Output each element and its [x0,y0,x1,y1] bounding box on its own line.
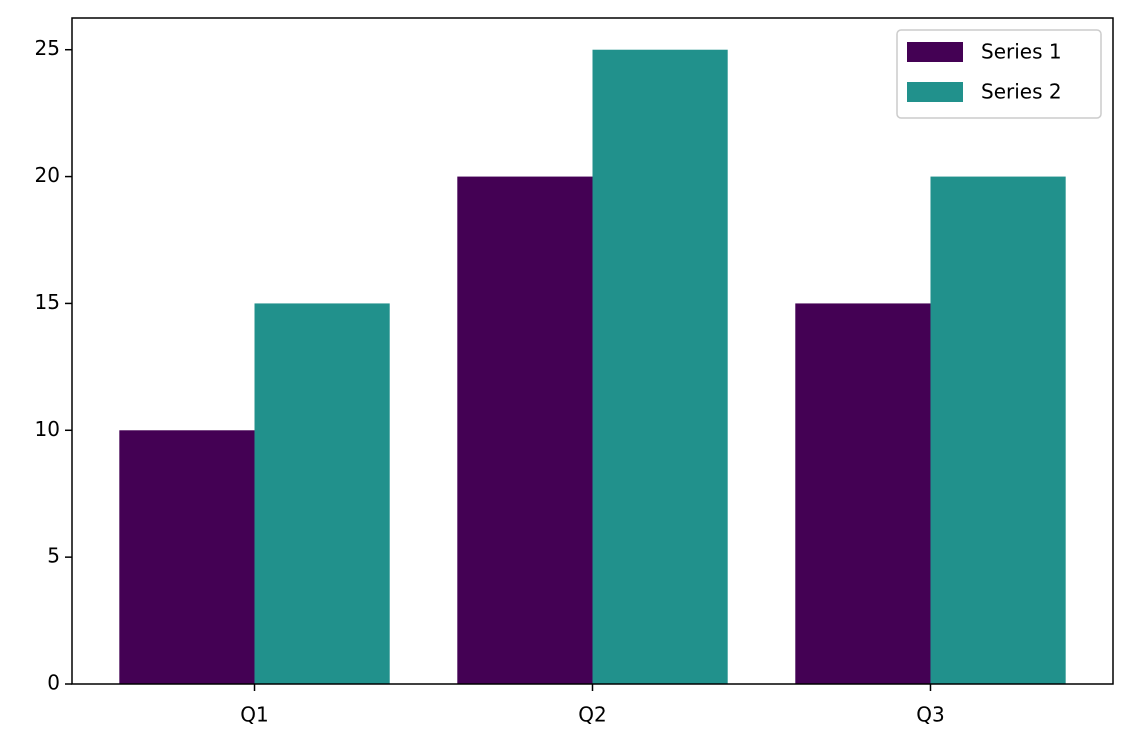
legend-swatch [907,42,963,62]
legend: Series 1 Series 2 [896,29,1102,119]
bar [457,176,593,685]
y-tick-label: 0 [47,671,60,695]
y-tick-label: 20 [35,163,60,187]
bar [119,430,255,684]
bar [930,176,1066,685]
legend-label: Series 1 [981,40,1062,64]
legend-swatch [907,82,963,102]
y-tick-label: 5 [47,544,60,568]
y-tick-label: 10 [35,417,60,441]
y-tick-label: 15 [35,290,60,314]
legend-label: Series 2 [981,80,1062,104]
x-tick-label: Q3 [916,703,944,727]
bar [795,303,931,684]
bar [592,49,728,684]
bar [254,303,390,684]
x-tick-label: Q2 [578,703,606,727]
x-tick-label: Q1 [240,703,268,727]
plot-frame [71,17,1114,685]
y-tick-label: 25 [35,36,60,60]
